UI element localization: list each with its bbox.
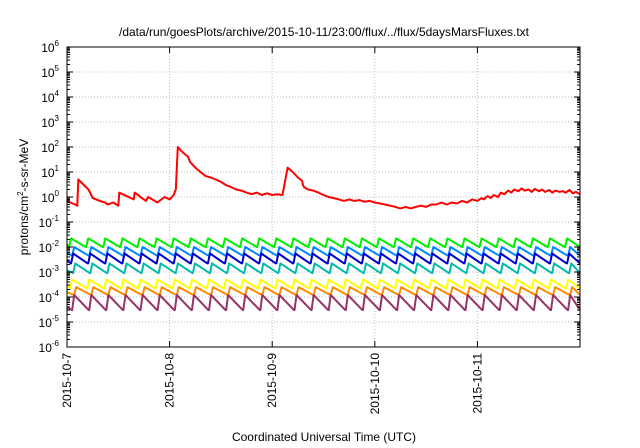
x-tick-label: 2015-10-11 <box>470 353 484 414</box>
y-tick-base: 10 <box>39 266 53 280</box>
y-tick-label: 10-4 <box>39 289 60 305</box>
y-tick-exponent: -2 <box>52 239 60 248</box>
y-tick-exponent: 6 <box>55 39 60 48</box>
series-layer <box>66 146 581 312</box>
y-tick-label: 10-6 <box>39 339 60 355</box>
series-line-8 <box>66 294 581 312</box>
x-axis-label: Coordinated Universal Time (UTC) <box>232 430 416 444</box>
y-tick-label: 10-2 <box>39 239 60 255</box>
x-tick-label: 2015-10-8 <box>163 353 177 408</box>
series-line-4 <box>66 252 581 265</box>
series-line-5 <box>66 262 581 275</box>
y-tick-exponent: -1 <box>52 214 60 223</box>
series-line-7 <box>66 286 581 296</box>
y-tick-label: 10-3 <box>39 264 60 280</box>
y-tick-label: 105 <box>41 64 59 80</box>
chart-title: /data/run/goesPlots/archive/2015-10-11/2… <box>119 25 530 39</box>
y-tick-label: 104 <box>41 89 59 105</box>
y-tick-label: 102 <box>41 139 59 155</box>
y-tick-base: 10 <box>41 166 55 180</box>
y-tick-exponent: 3 <box>55 114 60 123</box>
x-tick-label: 2015-10-7 <box>60 353 74 408</box>
y-tick-exponent: -3 <box>52 264 60 273</box>
x-tick-label: 2015-10-10 <box>368 353 382 415</box>
y-tick-exponent: 4 <box>55 89 60 98</box>
series-line-3 <box>66 246 581 257</box>
y-tick-exponent: 2 <box>55 139 60 148</box>
y-tick-base: 10 <box>41 141 55 155</box>
y-tick-label: 101 <box>41 164 59 180</box>
y-tick-label: 10-5 <box>39 314 60 330</box>
x-axis: 2015-10-7 2015-10-8 2015-10-9 2015-10-10 201… <box>60 47 484 414</box>
y-axis-label-sup: 2 <box>16 191 25 196</box>
y-tick-base: 10 <box>39 341 53 355</box>
series-line-1 <box>66 146 581 210</box>
y-tick-exponent: -6 <box>52 339 60 348</box>
y-tick-base: 10 <box>41 91 55 105</box>
y-tick-base: 10 <box>39 241 53 255</box>
y-tick-exponent: 1 <box>55 164 60 173</box>
y-tick-exponent: -5 <box>52 314 60 323</box>
y-axis-label: protons/cm2-s-sr-MeV <box>16 139 31 255</box>
y-tick-base: 10 <box>39 291 53 305</box>
y-tick-base: 10 <box>41 41 55 55</box>
y-tick-base: 10 <box>41 66 55 80</box>
chart-grid <box>67 47 580 347</box>
plot-frame <box>66 46 581 348</box>
y-tick-label: 10-1 <box>39 214 60 230</box>
series-line-2 <box>66 237 581 248</box>
y-tick-exponent: -4 <box>52 289 60 298</box>
y-tick-label: 106 <box>41 39 59 55</box>
series-line-6 <box>66 278 581 290</box>
y-tick-base: 10 <box>39 316 53 330</box>
y-tick-label: 100 <box>41 189 59 205</box>
y-tick-base: 10 <box>41 191 55 205</box>
y-axis-label-main: protons/cm <box>17 196 31 255</box>
y-tick-exponent: 0 <box>55 189 60 198</box>
y-tick-exponent: 5 <box>55 64 60 73</box>
y-axis-label-tail: -s-sr-MeV <box>17 139 31 192</box>
y-axis: 10-610-510-410-310-210-11001011021031041… <box>39 39 580 355</box>
y-tick-base: 10 <box>41 116 55 130</box>
x-tick-label: 2015-10-9 <box>265 353 279 408</box>
y-tick-label: 103 <box>41 114 59 130</box>
y-tick-base: 10 <box>39 216 53 230</box>
